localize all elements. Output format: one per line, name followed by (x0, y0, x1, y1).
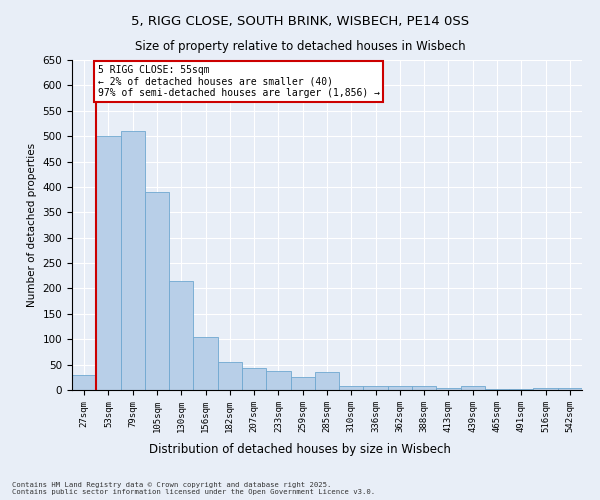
Bar (242, 368, 266, 390)
Bar (290, 378, 315, 390)
Text: Contains HM Land Registry data © Crown copyright and database right 2025.
Contai: Contains HM Land Registry data © Crown c… (12, 482, 375, 495)
Bar (509, 389, 533, 390)
Text: 5 RIGG CLOSE: 55sqm
← 2% of detached houses are smaller (40)
97% of semi-detache: 5 RIGG CLOSE: 55sqm ← 2% of detached hou… (97, 65, 380, 98)
Bar (412, 386, 436, 390)
Bar (339, 386, 364, 390)
Text: Size of property relative to detached houses in Wisbech: Size of property relative to detached ho… (134, 40, 466, 53)
Text: 5, RIGG CLOSE, SOUTH BRINK, WISBECH, PE14 0SS: 5, RIGG CLOSE, SOUTH BRINK, WISBECH, PE1… (131, 15, 469, 28)
Y-axis label: Number of detached properties: Number of detached properties (27, 143, 37, 307)
Bar (315, 372, 339, 390)
Bar (121, 131, 145, 390)
Bar (364, 386, 388, 390)
Bar (169, 281, 193, 390)
Bar (485, 389, 509, 390)
Text: Distribution of detached houses by size in Wisbech: Distribution of detached houses by size … (149, 442, 451, 456)
Bar (558, 388, 582, 390)
Bar (145, 192, 169, 390)
Bar (218, 362, 242, 390)
Bar (388, 386, 412, 390)
Bar (266, 371, 290, 390)
Bar (72, 375, 96, 390)
Bar (461, 386, 485, 390)
Bar (436, 388, 461, 390)
Bar (96, 136, 121, 390)
Bar (533, 388, 558, 390)
Bar (193, 336, 218, 390)
